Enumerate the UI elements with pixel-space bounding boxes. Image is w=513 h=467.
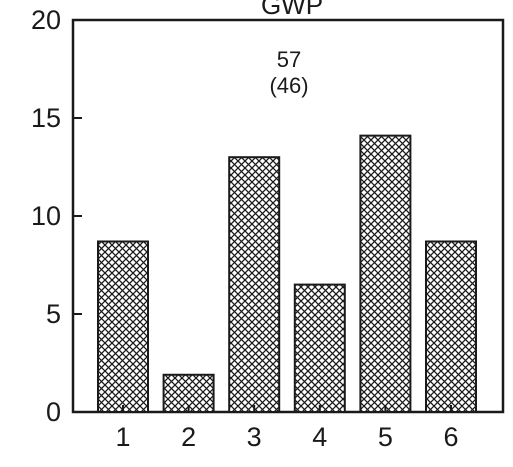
x-tick-label: 5 xyxy=(378,422,393,452)
x-tick-label: 3 xyxy=(247,422,262,452)
y-tick-label: 0 xyxy=(46,397,61,427)
bar-5 xyxy=(359,134,412,413)
bars xyxy=(97,134,477,414)
bar-1 xyxy=(97,240,149,413)
x-tick-label: 6 xyxy=(443,422,458,452)
bar-4 xyxy=(293,283,346,414)
y-tick-label: 10 xyxy=(31,201,61,231)
y-tick-label: 20 xyxy=(31,5,61,35)
y-axis-ticks: 0 5 10 15 20 xyxy=(31,5,82,427)
x-tick-label: 4 xyxy=(312,422,327,452)
x-tick-label: 2 xyxy=(181,422,196,452)
x-tick-label: 1 xyxy=(115,422,130,452)
annotation-line-2: (46) xyxy=(269,73,308,98)
bar-3 xyxy=(228,156,281,413)
y-tick-label: 15 xyxy=(31,103,61,133)
annotation-line-1: 57 xyxy=(277,47,301,72)
bar-6 xyxy=(425,240,477,413)
y-tick-label: 5 xyxy=(46,299,61,329)
x-axis-labels: 1 2 3 4 5 6 xyxy=(115,405,459,452)
chart-title: GWP xyxy=(261,0,323,20)
